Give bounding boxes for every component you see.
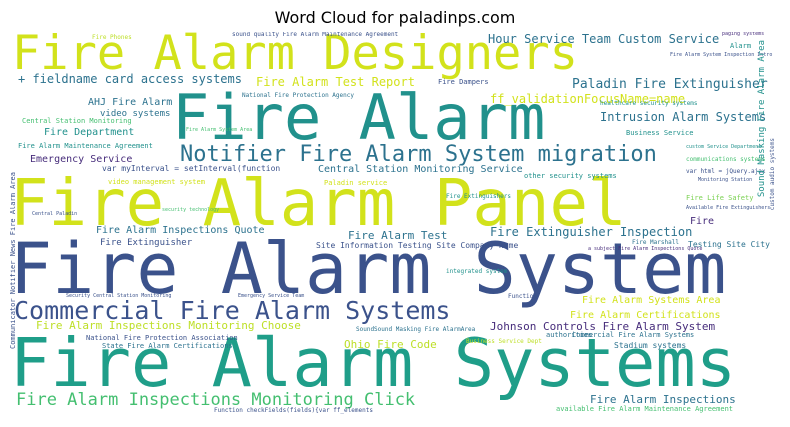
- word: Testing Site City: [688, 240, 770, 249]
- word: Commercial Fire Alarm Systems: [572, 331, 695, 339]
- word: Fire Alarm System: [10, 228, 727, 310]
- word: communications systems: [686, 156, 766, 163]
- word: Fire Extinguishers: [446, 193, 512, 200]
- word: Central Paladin: [32, 211, 78, 217]
- word: Fire Alarm Inspections: [590, 393, 736, 406]
- word: Fire Alarm Systems Area: [582, 295, 721, 306]
- word: custom audio systems: [769, 138, 776, 211]
- word: Intrusion Alarm Systems: [600, 110, 767, 124]
- word: Monitoring Station: [698, 177, 753, 183]
- word: sound quality Fire Alarm Maintenance Agr…: [232, 32, 399, 38]
- word: Fire Alarm Panel: [10, 167, 627, 241]
- word: Central Station Monitoring Service: [318, 164, 523, 175]
- word: SoundSound Masking Fire AlarmArea: [356, 326, 476, 333]
- word: Fire Marshall: [632, 239, 679, 246]
- word: Fire Alarm Inspections Monitoring Click: [16, 390, 416, 410]
- word: Emergency Service Team: [238, 293, 305, 299]
- word: AHJ Fire Alarm: [88, 97, 173, 108]
- word: Business Service: [626, 129, 694, 137]
- word: Fire Department: [44, 127, 135, 138]
- word: var myInterval = setInterval(function: [102, 164, 281, 173]
- word: Fire Alarm Inspections Quote: [96, 225, 265, 236]
- word: Function: [508, 293, 537, 300]
- word: Alarm: [730, 42, 752, 50]
- word: Communicator Notifier News Fire Alarm Ar…: [10, 172, 17, 350]
- word: Central Station Monitoring: [22, 117, 132, 125]
- word: authorities: [546, 331, 593, 339]
- word: Fire Alarm Designers: [12, 32, 578, 81]
- word: National Fire Protection Agency: [242, 92, 354, 99]
- word: security technology: [162, 207, 220, 213]
- word: Site Information Testing Site Company Na…: [316, 241, 519, 250]
- word: available Fire Alarm Maintenance Agreeme…: [556, 405, 734, 413]
- word: Fire Alarm Certifications: [570, 310, 721, 321]
- word: Paladin service: [324, 179, 388, 187]
- word: var html = jQuery.ajax: [686, 168, 766, 175]
- word: Stadium systems: [614, 341, 687, 350]
- word: Hour Service Team Custom Service: [488, 32, 720, 46]
- word: Fire Alarm System Area: [186, 127, 253, 133]
- word: Function checkFields(fields){var ff_elem…: [214, 407, 373, 414]
- word: video systems: [100, 109, 171, 119]
- word: Fire Life Safety: [686, 194, 754, 202]
- word: other security systems: [524, 172, 617, 180]
- word: Fire Alarm Test: [348, 229, 448, 242]
- word: Fire Alarm System Inspection Intro: [670, 52, 773, 58]
- word: Commercial Fire Alarm Systems: [14, 296, 451, 325]
- word: Available Fire Extinguishers: [686, 205, 771, 211]
- word: Fire Extinguisher: [100, 238, 193, 248]
- word: paging systems: [722, 32, 765, 37]
- chart-title: Word Cloud for paladinps.com: [274, 8, 516, 27]
- word: Fire Alarm Maintenance Agreement: [18, 142, 153, 150]
- word: Security Central Station Monitoring: [66, 293, 172, 299]
- word: Fire Alarm: [172, 81, 546, 154]
- word: Fire Alarm Inspections Monitoring Choose: [36, 319, 301, 332]
- word: ff_validationFocusName=name: [490, 92, 686, 106]
- word: custom Service Department: [686, 144, 762, 150]
- word: Fire: [690, 216, 715, 227]
- word: Ohio Fire Code: [344, 338, 437, 351]
- word: a subject Fire Alarm Inspections Quote: [588, 246, 703, 252]
- word: integrated system: [446, 268, 508, 275]
- word: + fieldname card access systems: [18, 72, 242, 86]
- word: Business Service Dept: [466, 338, 542, 345]
- word: National Fire Protection Association: [86, 334, 238, 342]
- word-cloud: Fire Alarm Designers Fire Alarm Fire Ala…: [10, 32, 780, 417]
- word: Fire Alarm Systems: [10, 324, 737, 402]
- word: Johnson Controls Fire Alarm System: [490, 320, 716, 333]
- word: video management system: [108, 178, 205, 186]
- word: Fire Phones: [92, 34, 132, 41]
- word: Sound Masking Fire Alarm Area: [757, 40, 767, 198]
- word: Notifier Fire Alarm System migration: [180, 142, 657, 167]
- word: Paladin Fire Extinguisher: [572, 77, 768, 92]
- word: Fire Extinguisher Inspection: [490, 225, 693, 239]
- word: Fire Alarm Test Report: [256, 75, 415, 89]
- word: healthcare security systems: [600, 100, 698, 107]
- word: Emergency Service: [30, 154, 133, 165]
- word: Fire Dampers: [438, 78, 489, 86]
- word: State Fire Alarm Certifications: [102, 342, 233, 350]
